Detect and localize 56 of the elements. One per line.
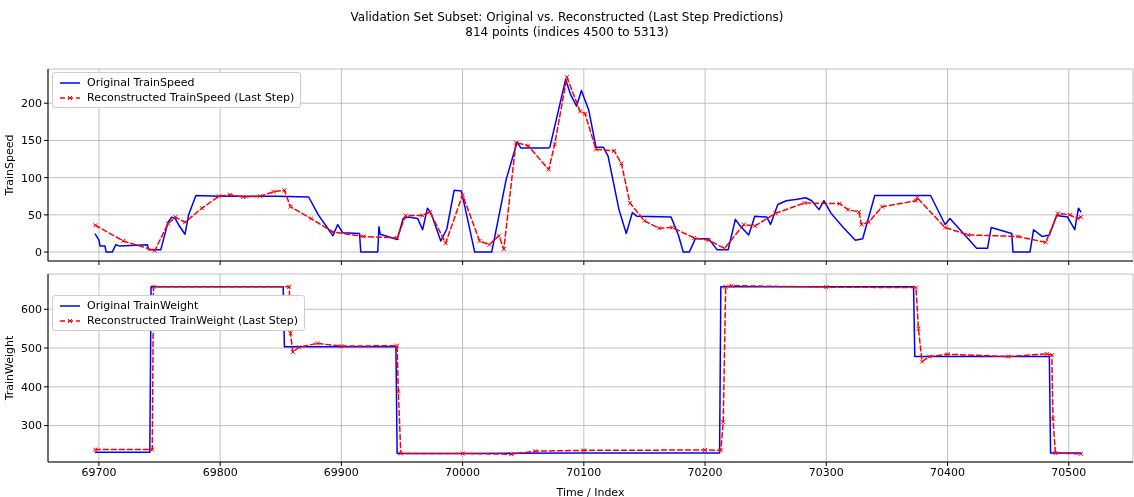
point (702, 447, 708, 453)
y-tick-label: 0 (35, 245, 42, 259)
y-tick-label: 500 (21, 341, 42, 355)
x-tick-label: 69800 (202, 465, 238, 479)
chart-title: Validation Set Subset: Original vs. Reconstructed (Last Step Predictions) (349, 10, 785, 25)
y-tick-label: 50 (28, 208, 42, 222)
point (508, 451, 514, 457)
point (395, 389, 401, 395)
legend-label: Reconstructed TrainSpeed (Last Step) (87, 90, 295, 105)
y-tick-label: 150 (21, 134, 42, 148)
point (460, 450, 466, 456)
point (1052, 450, 1058, 456)
x-tick-label: 69900 (323, 465, 359, 479)
point (394, 343, 400, 349)
point (1078, 451, 1084, 457)
point (338, 343, 344, 349)
y-axis-title: TrainSpeed (2, 134, 16, 197)
point (92, 447, 98, 453)
legend-label: Original TrainSpeed (87, 75, 195, 90)
point (581, 447, 587, 453)
point (287, 330, 293, 336)
point (150, 284, 156, 290)
legend-label: Reconstructed TrainWeight (Last Step) (87, 313, 299, 328)
point (1050, 416, 1056, 422)
y-tick-label: 200 (21, 97, 42, 111)
point (926, 354, 932, 360)
x-tick-label: 69700 (81, 465, 117, 479)
point (314, 340, 320, 346)
y-axis-title: TrainWeight (2, 334, 16, 402)
point (286, 284, 292, 290)
y-tick-label: 400 (21, 380, 42, 394)
x-tick-label: 70000 (445, 465, 481, 479)
point (915, 326, 921, 332)
x-tick-label: 70200 (687, 465, 723, 479)
point (398, 450, 404, 456)
point (532, 448, 538, 454)
x-tick-label: 70100 (566, 465, 602, 479)
point (149, 447, 155, 453)
point (296, 344, 302, 350)
x-axis-title: Time / Index (555, 486, 625, 497)
y-tick-label: 100 (21, 171, 42, 185)
point (919, 359, 925, 365)
point (1005, 354, 1011, 360)
point (720, 419, 726, 425)
x-tick-label: 70500 (1051, 465, 1087, 479)
point (945, 351, 951, 357)
y-tick-label: 300 (21, 419, 42, 433)
point (290, 349, 296, 355)
chart-subtitle: 814 points (indices 4500 to 5313) (464, 25, 670, 40)
point (913, 285, 919, 291)
legend-label: Original TrainWeight (87, 298, 199, 313)
point (823, 284, 829, 290)
x-tick-label: 70300 (808, 465, 844, 479)
y-tick-label: 600 (21, 303, 42, 317)
point (718, 447, 724, 453)
x-tick-label: 70400 (930, 465, 966, 479)
